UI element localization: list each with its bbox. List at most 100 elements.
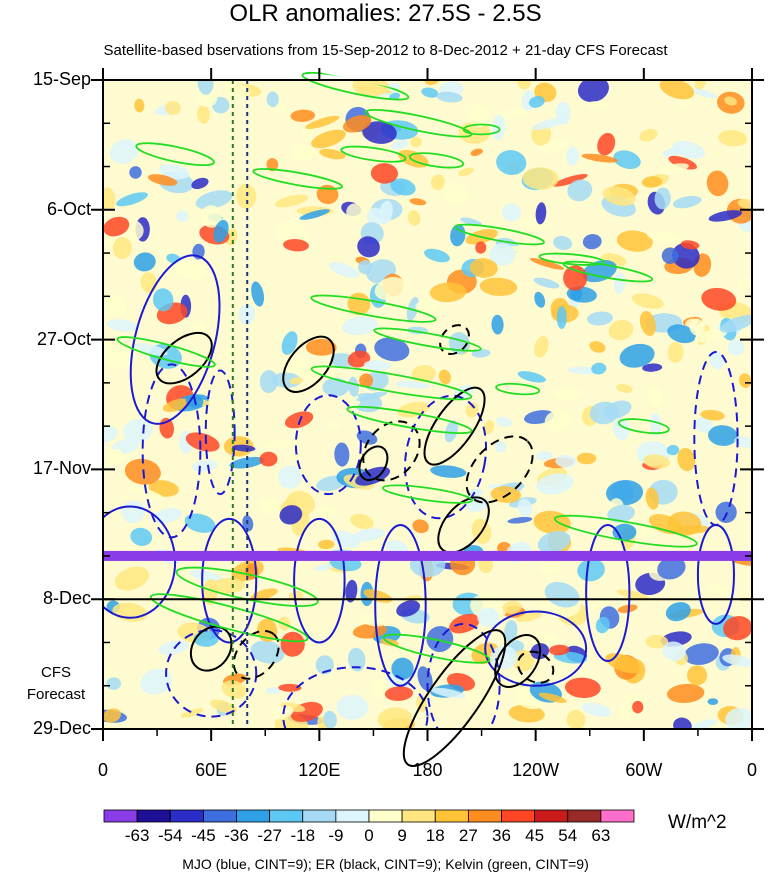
anomaly-blob [567,179,593,202]
er-contour [402,629,507,768]
anomaly-blob [358,260,373,275]
anomaly-blob [291,144,316,162]
anomaly-blob [700,409,725,421]
x-tick-label: 120E [298,760,341,780]
anomaly-blob [266,91,279,108]
anomaly-blob [538,692,567,703]
anomaly-blob [533,277,560,289]
kelvin-contour [553,514,698,548]
mjo-contour [103,505,177,619]
anomaly-blob [662,641,686,661]
anomaly-blob [584,597,603,610]
anomaly-blob [477,607,499,627]
mjo-contour [294,394,362,496]
anomaly-blob [516,612,543,622]
anomaly-blob [259,369,278,393]
anomaly-blob [642,363,663,372]
kelvin-contour [381,484,474,504]
anomaly-blob [396,600,421,617]
anomaly-blob [537,530,571,554]
colorbar-label: -54 [157,826,183,845]
anomaly-blob [616,383,633,393]
anomaly-blob [555,454,577,468]
anomaly-blob [322,377,349,397]
anomaly-blob [582,702,612,717]
anomaly-blob [357,85,393,94]
anomaly-blob [701,287,737,311]
anomaly-blob [222,490,252,498]
colorbar-box [335,809,370,823]
anomaly-blob [106,319,138,332]
anomaly-blob [707,698,719,705]
colorbar-box [202,809,237,823]
y-tick-label: 17-Nov [32,458,91,479]
forecast-label-line1: CFS [41,664,71,681]
anomaly-blob [616,230,653,252]
mjo-contour [204,369,236,496]
anomaly-blob [412,519,429,534]
anomaly-blob [176,210,189,223]
colorbar-label: 45 [525,826,545,845]
anomaly-blob [197,80,214,95]
anomaly-blob [210,699,237,714]
anomaly-blob [548,644,570,656]
anomaly-blob [109,139,139,164]
anomaly-blob [639,128,658,142]
anomaly-blob [431,174,445,191]
anomaly-blob [650,412,662,436]
anomaly-blob [517,80,532,90]
anomaly-blob [737,198,752,210]
mjo-contour [585,524,631,663]
anomaly-blob [458,167,474,177]
anomaly-blob [577,80,609,103]
anomaly-blob [362,121,397,144]
anomaly-blob [429,282,467,303]
anomaly-blob [647,231,681,244]
anomaly-blob [290,109,316,122]
anomaly-blob [299,209,330,220]
anomaly-blob [355,466,391,486]
er-contour [439,324,470,356]
anomaly-blob [636,524,655,538]
anomaly-blob [734,436,752,449]
colorbar-box [401,809,436,823]
anomaly-blob [266,157,279,172]
anomaly-blob [665,602,691,622]
anomaly-blob [197,105,210,124]
er-contour [465,435,534,504]
anomaly-blob [284,411,314,429]
er-contour [189,625,233,672]
colorbar-box [103,809,138,823]
anomaly-blob [718,130,748,147]
anomaly-blob [597,132,616,156]
anomaly-blob [278,465,302,489]
colorbar-box [269,809,304,823]
mjo-contour [293,517,346,644]
colorbar-box [534,809,569,823]
anomaly-blob [407,210,421,226]
anomaly-blob [450,224,466,247]
anomaly-blob [608,319,634,341]
y-tick-label: 6-Oct [46,198,91,219]
anomaly-blob [180,708,204,718]
anomaly-blob [728,339,745,356]
anomaly-blob [692,719,717,729]
anomaly-blob [289,377,304,385]
anomaly-blob [737,278,752,292]
anomaly-blob [384,686,414,701]
kelvin-contour [340,145,407,163]
anomaly-blob [374,277,406,300]
anomaly-blob [715,501,737,524]
kelvin-contour [408,152,465,169]
anomaly-blob [250,640,285,664]
anomaly-blob [129,166,142,179]
anomaly-blob [184,513,216,533]
anomaly-blob [250,588,278,601]
anomaly-blob [724,96,737,106]
anomaly-blob [709,350,725,370]
mjo-contour [282,666,429,729]
anomaly-blob [654,187,671,210]
anomaly-blob [657,556,686,580]
anomaly-blob [172,259,207,280]
anomaly-blob [613,150,641,170]
